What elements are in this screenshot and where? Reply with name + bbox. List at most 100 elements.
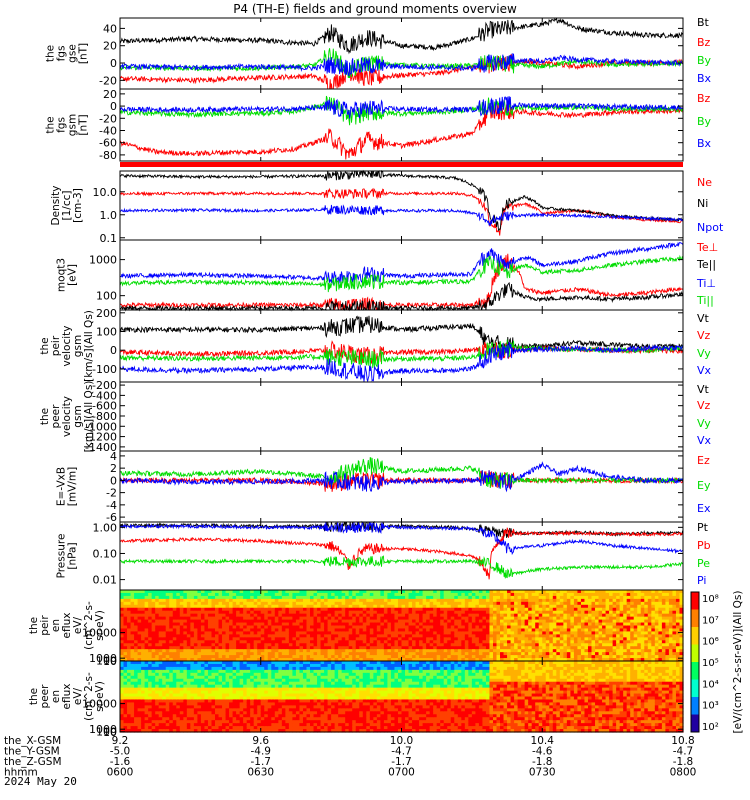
svg-text:eV/: eV/	[72, 616, 84, 634]
svg-text:en: en	[50, 619, 62, 632]
density-ytick-label: 10.0	[93, 186, 118, 199]
svg-text:fgs: fgs	[56, 117, 68, 133]
svg-text:Ti⊥: Ti⊥	[696, 277, 716, 290]
efield-ytick-label: 4	[110, 450, 117, 463]
fgs-gsm-ytick-label: -60	[99, 137, 117, 150]
efield-ytick-label: -2	[106, 487, 117, 500]
fgs-gse-frame	[119, 17, 684, 90]
svg-text:moqt3: moqt3	[56, 258, 68, 292]
svg-text:Pb: Pb	[697, 539, 711, 552]
density-frame	[119, 170, 684, 241]
svg-text:the: the	[45, 45, 57, 62]
svg-text:the: the	[39, 408, 51, 425]
peer-velocity-ytick-label: -200	[92, 379, 117, 392]
svg-text:[eV]: [eV]	[67, 264, 79, 286]
svg-text:Vy: Vy	[697, 347, 711, 360]
svg-text:[cm-3]: [cm-3]	[72, 188, 84, 223]
peir-velocity-ytick-label: 0	[110, 344, 117, 357]
peir-velocity-series-0	[119, 315, 684, 354]
fgs-gse-series-0	[119, 17, 684, 55]
pressure-series	[119, 520, 684, 580]
x-row-value: -4.9	[251, 746, 272, 758]
x-row-value: -1.7	[251, 756, 272, 768]
density-series	[119, 169, 684, 236]
peir-velocity-series-3	[119, 341, 684, 383]
peer-velocity-ylabel: the peer velocity gsm [km/s](All Qs)	[39, 381, 95, 453]
panel-temperature: 100 1000 moqt3 [eV] Te⊥ Te|| Ti⊥ Ti||	[56, 239, 718, 312]
colorbar-tick: 10⁴	[702, 679, 719, 690]
svg-text:By: By	[697, 115, 712, 128]
x-row-label: hhmm	[4, 767, 38, 779]
peir-velocity-series	[119, 315, 684, 383]
svg-text:Vz: Vz	[697, 399, 711, 412]
x-row-value: 9.6	[252, 735, 269, 747]
panel-density: 0.1 1.0 10.0 Density [1/cc] [cm-3] Ne Ni Npot	[50, 169, 724, 245]
fgs-gsm-ytick-label: -80	[99, 149, 117, 162]
svg-text:Ne: Ne	[697, 176, 712, 189]
svg-text:[nPa]: [nPa]	[67, 542, 79, 569]
svg-text:gsm: gsm	[72, 335, 84, 357]
temperature-ytick-label: 100	[96, 290, 117, 303]
panel-fgs-gse: -20 0 20 40 the fgs gse [nT] Bt Bz By Bx	[45, 16, 712, 90]
efield-yticks: -6-4-2024	[106, 450, 683, 524]
x-row-value: -5.0	[110, 746, 131, 758]
peir-spectrogram-cells	[120, 590, 684, 662]
svg-text:Npot: Npot	[697, 221, 724, 234]
peer-spectrogram-cells	[120, 661, 684, 733]
svg-text:(cm^2-s-: (cm^2-s-	[83, 601, 95, 650]
fgs-gse-yticks: -20 0 20 40	[99, 22, 683, 87]
density-ylabel: Density [1/cc] [cm-3]	[50, 186, 84, 226]
peer-spectrogram-ylabel: the peer en eflux eV/(cm^2-s-sr-eV)	[28, 672, 106, 721]
efield-ytick-label: 0	[110, 474, 117, 487]
peir-velocity-ytick-label: 200	[96, 307, 117, 320]
colorbar: 10⁸ 10⁷ 10⁶ 10⁵ 10⁴ 10³ 10² [eV/(cm^2-s-sr-eV)]…	[690, 591, 744, 734]
pressure-ytick-label: 0.01	[93, 574, 118, 587]
svg-text:Pressure: Pressure	[56, 534, 68, 579]
svg-text:Pi: Pi	[697, 574, 706, 587]
density-ytick-label: 1.0	[100, 209, 118, 222]
fgs-gse-ytick-label: 20	[103, 40, 117, 53]
svg-text:Bz: Bz	[697, 36, 711, 49]
colorbar-tick: 10³	[702, 701, 719, 712]
pressure-ylabel: Pressure [nPa]	[56, 534, 79, 579]
x-row-value: 0630	[247, 767, 274, 779]
efield-ytick-label: 2	[110, 462, 117, 475]
separator-bar	[120, 162, 683, 167]
svg-text:sr-eV): sr-eV)	[94, 610, 106, 641]
density-ytick-label: 0.1	[100, 232, 118, 245]
x-axis: the_X-GSM 9.2 9.6 10.0 10.4 10.8 the_Y-GSM -5.0…	[4, 18, 696, 779]
pressure-frame	[119, 521, 684, 591]
svg-text:Bt: Bt	[697, 16, 710, 29]
x-row-value: 0730	[529, 767, 556, 779]
temperature-series-2	[119, 241, 684, 285]
fgs-gse-series-1	[119, 54, 684, 90]
peir-velocity-ytick-label: -100	[92, 363, 117, 376]
temperature-yticks: 100 1000	[89, 254, 683, 303]
peer-velocity-ytick-label: -1200	[85, 431, 117, 444]
colorbar-label: [eV/(cm^2-s-sr-eV)](All Qs)	[732, 591, 744, 734]
pressure-series-2	[119, 555, 684, 579]
peer-velocity-ytick-label: -800	[92, 410, 117, 423]
x-row-value: 10.0	[390, 735, 413, 747]
panel-pressure: 0.01 0.10 1.00 Pressure [nPa] Pt Pb Pe Pi	[56, 520, 711, 591]
svg-text:gsm: gsm	[72, 405, 84, 427]
efield-series-1	[119, 457, 684, 489]
svg-text:Vt: Vt	[697, 312, 710, 325]
svg-text:peer: peer	[50, 404, 62, 429]
fgs-gsm-ytick-label: 20	[103, 88, 117, 101]
efield-series	[119, 457, 684, 493]
svg-text:Pt: Pt	[697, 521, 709, 534]
fgs-gsm-series-0	[119, 102, 684, 160]
svg-text:E=-VxB: E=-VxB	[56, 467, 68, 506]
density-legend: Ne Ni Npot	[697, 176, 724, 234]
fgs-gse-ytick-label: -20	[99, 74, 117, 87]
svg-text:velocity: velocity	[61, 325, 73, 366]
chart-title: P4 (TH-E) fields and ground moments over…	[233, 2, 517, 16]
svg-text:the: the	[39, 337, 51, 354]
x-row-value: 10.4	[531, 735, 555, 747]
svg-text:peir: peir	[50, 335, 62, 356]
x-row-label: the_Z-GSM	[4, 756, 62, 768]
